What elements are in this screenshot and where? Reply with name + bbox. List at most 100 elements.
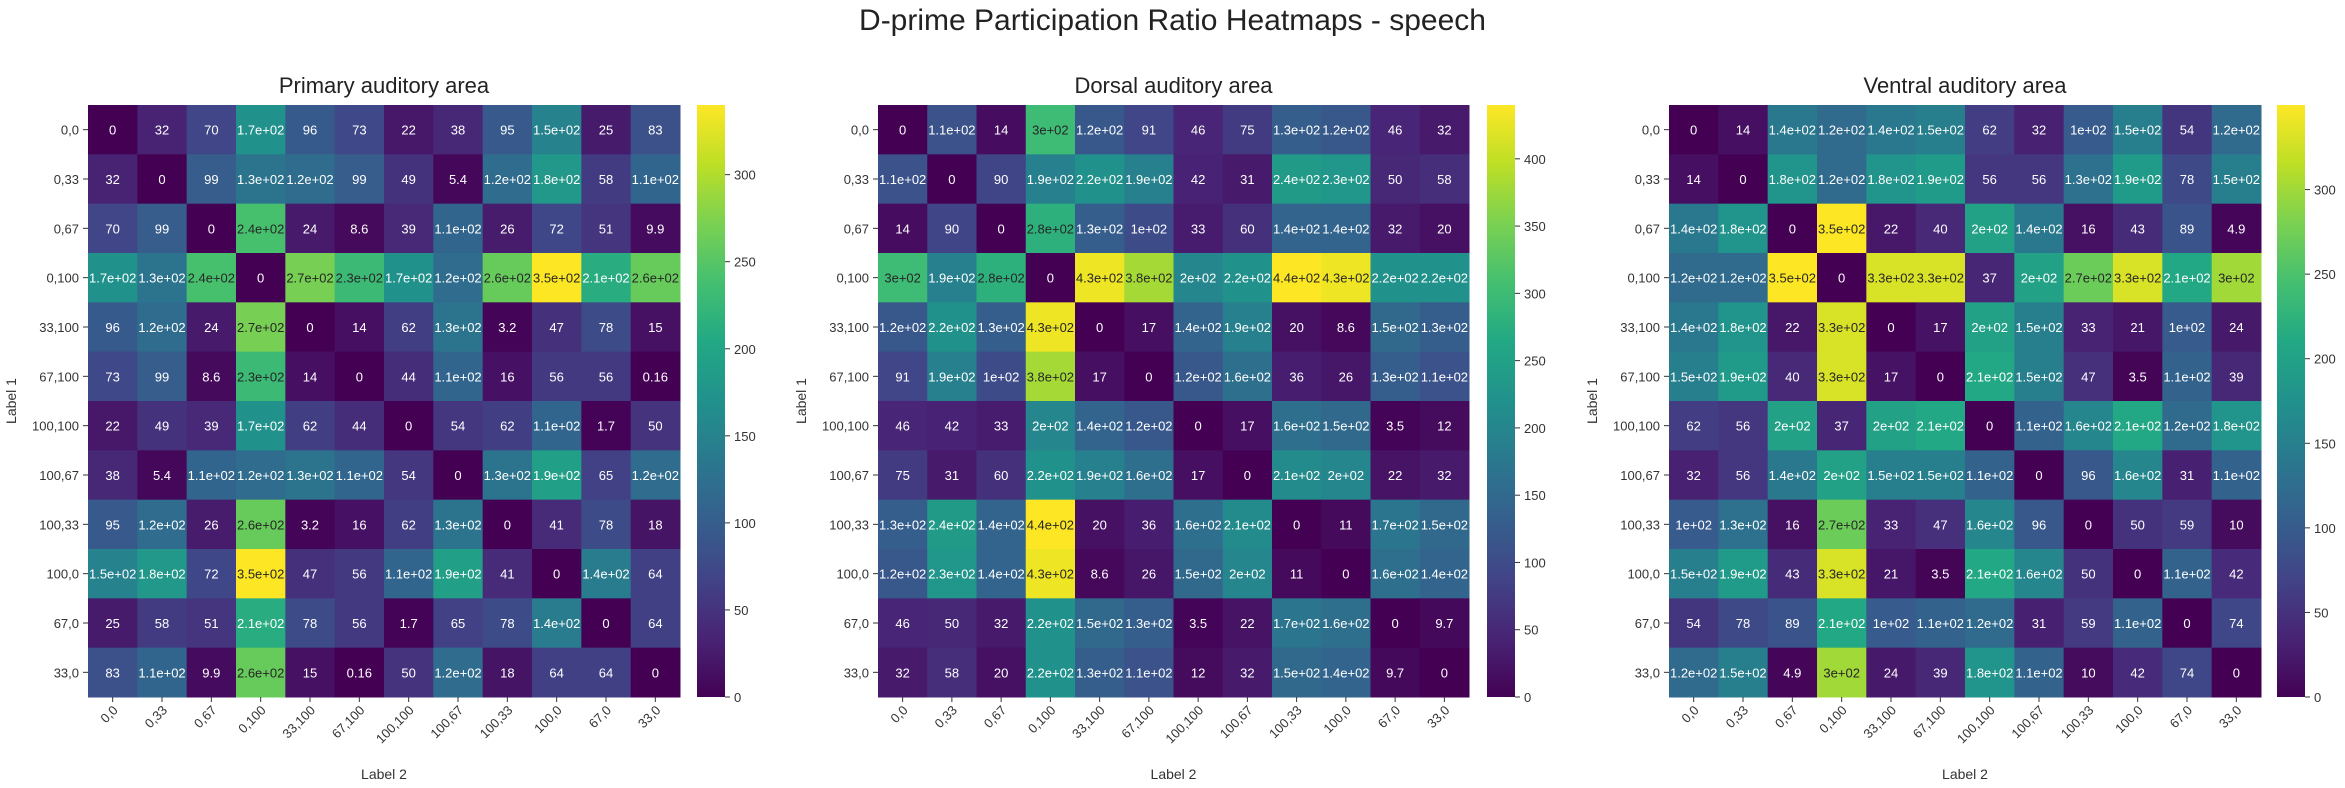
cell-value-label: 32 — [2032, 123, 2046, 138]
heatmap-cell — [2211, 351, 2262, 402]
heatmap-cell — [384, 351, 434, 402]
cell-value-label: 40 — [1933, 221, 1947, 236]
y-tick-label: 0,0 — [61, 123, 79, 138]
cell-value-label: 1.4e+02 — [1174, 320, 1221, 335]
colorbar-tick-label: 300 — [734, 168, 756, 183]
heatmap-cell — [630, 302, 681, 353]
cell-value-label: 4.3e+02 — [1027, 567, 1074, 582]
cell-value-label: 15 — [648, 320, 662, 335]
heatmap-cell — [88, 203, 138, 254]
heatmap-cell — [1272, 598, 1322, 649]
heatmap-cell — [384, 203, 434, 254]
cell-value-label: 24 — [2229, 320, 2243, 335]
cell-value-label: 2.1e+02 — [1917, 419, 1964, 434]
heatmap-cell — [581, 401, 632, 451]
cell-value-label: 1.2e+02 — [1966, 616, 2013, 631]
cell-value-label: 33 — [994, 419, 1008, 434]
cell-value-label: 1.8e+02 — [1719, 320, 1766, 335]
cell-value-label: 1.3e+02 — [1719, 517, 1766, 532]
heatmap-cell — [2162, 351, 2213, 402]
cell-value-label: 1.4e+02 — [977, 517, 1024, 532]
cell-value-label: 2e+02 — [1873, 419, 1910, 434]
heatmap-cell — [2014, 253, 2065, 303]
heatmap-cell — [1272, 105, 1322, 155]
heatmap-cell — [1173, 401, 1224, 451]
heatmap-cell — [630, 401, 681, 451]
heatmap-cell — [285, 549, 336, 599]
heatmap-cell — [285, 647, 336, 698]
heatmap-cell — [384, 647, 434, 698]
cell-value-label: 1.2e+02 — [879, 567, 926, 582]
cell-value-label: 3e+02 — [1032, 123, 1069, 138]
heatmap-cell — [927, 154, 977, 205]
heatmap-cell — [878, 499, 928, 550]
heatmap-cell — [1321, 598, 1371, 649]
y-tick-label: 100,33 — [1620, 517, 1660, 532]
cell-value-label: 56 — [1736, 468, 1750, 483]
cell-value-label: 1.9e+02 — [1719, 369, 1766, 384]
heatmap-cell — [1866, 154, 1917, 205]
heatmap-cell — [581, 499, 632, 550]
cell-value-label: 1.9e+02 — [1917, 172, 1964, 187]
heatmap-cell — [976, 154, 1027, 205]
cell-value-label: 62 — [401, 320, 415, 335]
cell-value-label: 78 — [599, 517, 613, 532]
heatmap-cell — [285, 450, 336, 501]
colorbar-tick-label: 100 — [2314, 521, 2336, 536]
cell-value-label: 38 — [451, 123, 465, 138]
heatmap-cell — [1272, 253, 1322, 303]
colorbar-tick-label: 200 — [1524, 421, 1546, 436]
cell-value-label: 16 — [1785, 517, 1799, 532]
cell-value-label: 2.3e+02 — [928, 567, 975, 582]
cell-value-label: 50 — [1388, 172, 1402, 187]
heatmap-cell — [236, 351, 286, 402]
heatmap-cell — [482, 302, 533, 353]
y-tick-label: 0,100 — [1627, 271, 1660, 286]
heatmap-cell — [1866, 647, 1917, 698]
heatmap-cell — [532, 401, 582, 451]
cell-value-label: 21 — [2130, 320, 2144, 335]
heatmap-cell — [1866, 450, 1917, 501]
cell-value-label: 20 — [1092, 517, 1106, 532]
cell-value-label: 1.7e+02 — [385, 271, 432, 286]
heatmap-cell — [1321, 302, 1371, 353]
cell-value-label: 1.4e+02 — [1670, 221, 1717, 236]
cell-value-label: 50 — [2130, 517, 2144, 532]
cell-value-label: 14 — [895, 221, 909, 236]
heatmap-cell — [482, 450, 533, 501]
cell-value-label: 5.4 — [449, 172, 467, 187]
heatmap-cell — [976, 450, 1027, 501]
heatmap-cell — [1419, 450, 1470, 501]
heatmap-cell — [88, 154, 138, 205]
heatmap-cell — [1173, 351, 1224, 402]
heatmap-cell — [384, 401, 434, 451]
colorbar-tick-label: 50 — [1524, 623, 1538, 638]
cell-value-label: 42 — [2130, 665, 2144, 680]
heatmap-cell — [137, 253, 188, 303]
cell-value-label: 2.2e+02 — [1027, 665, 1074, 680]
cell-value-label: 22 — [105, 419, 119, 434]
cell-value-label: 1.2e+02 — [1818, 172, 1865, 187]
heatmap-cell — [137, 401, 188, 451]
heatmap-cell — [1370, 647, 1421, 698]
cell-value-label: 26 — [1142, 567, 1156, 582]
cell-value-label: 1.9e+02 — [533, 468, 580, 483]
cell-value-label: 47 — [303, 567, 317, 582]
cell-value-label: 1.5e+02 — [2114, 123, 2161, 138]
heatmap-cell — [927, 401, 977, 451]
x-tick-label: 0,33 — [931, 703, 960, 732]
heatmap-cell — [2014, 302, 2065, 353]
heatmap-cell — [1173, 549, 1224, 599]
colorbar-tick-label: 200 — [2314, 352, 2336, 367]
cell-value-label: 56 — [352, 567, 366, 582]
cell-value-label: 33 — [1884, 517, 1898, 532]
cell-value-label: 8.6 — [1337, 320, 1355, 335]
cell-value-label: 26 — [1339, 369, 1353, 384]
cell-value-label: 22 — [1388, 468, 1402, 483]
y-tick-label: 0,0 — [1642, 123, 1660, 138]
heatmap-cell — [1124, 647, 1174, 698]
x-tick-label: 0,67 — [191, 703, 220, 732]
heatmap-cell — [1817, 549, 1867, 599]
heatmap-cell — [532, 647, 582, 698]
cell-value-label: 8.6 — [1091, 567, 1109, 582]
